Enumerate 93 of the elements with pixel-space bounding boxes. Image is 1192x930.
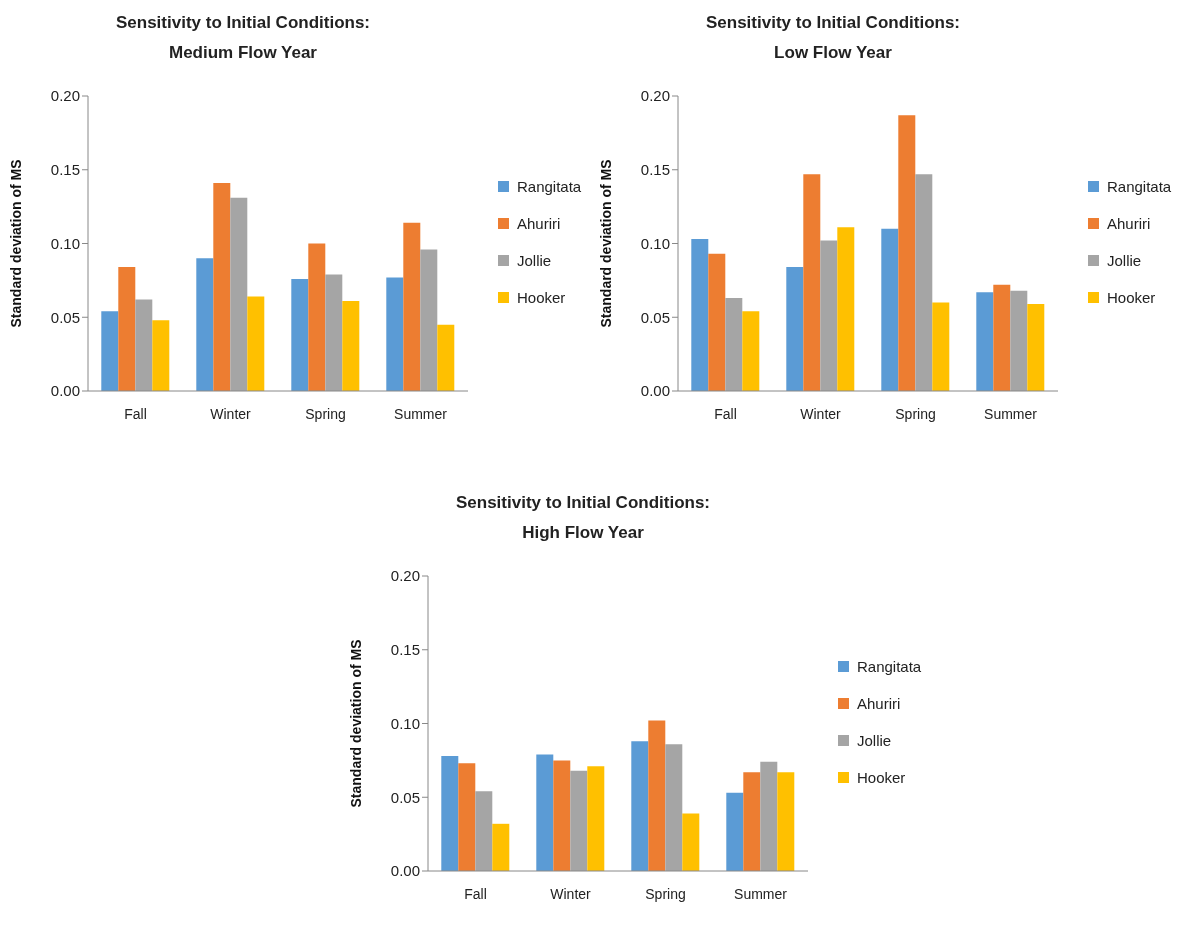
y-tick-label: 0.15	[50, 161, 80, 179]
x-tick-label: Summer	[734, 885, 788, 902]
legend-label: Hooker	[517, 289, 566, 306]
legend-label: Jollie	[857, 732, 892, 749]
bar	[570, 770, 588, 871]
bar	[726, 792, 744, 871]
bar	[101, 311, 119, 391]
y-tick-label: 0.05	[50, 308, 80, 326]
legend-label: Ahuriri	[517, 215, 561, 232]
bar	[837, 227, 855, 391]
chart-title: Sensitivity to Initial Conditions: Low Flow Year	[704, 12, 962, 64]
legend-label: Hooker	[857, 769, 906, 786]
bar	[665, 744, 683, 871]
bar	[475, 791, 493, 871]
bar	[553, 760, 571, 871]
bar	[881, 228, 899, 391]
bar	[386, 277, 404, 391]
bar	[458, 763, 476, 871]
bar	[196, 258, 214, 391]
bar	[247, 296, 265, 391]
bar	[691, 239, 709, 391]
x-tick-label: Fall	[124, 405, 147, 422]
y-tick-label: 0.10	[390, 714, 420, 732]
y-axis-title: Standard deviation of MS	[7, 159, 24, 328]
bar	[993, 284, 1011, 391]
bar	[915, 174, 933, 391]
bar	[898, 115, 916, 391]
bar	[118, 267, 136, 391]
bar	[760, 761, 778, 871]
bar	[342, 301, 360, 391]
bar	[743, 772, 761, 871]
x-tick-label: Summer	[394, 405, 448, 422]
legend-label: Rangitata	[857, 658, 922, 675]
x-tick-label: Fall	[464, 885, 487, 902]
legend-label: Ahuriri	[857, 695, 901, 712]
bar	[708, 253, 726, 391]
y-tick-label: 0.20	[640, 87, 670, 105]
bar	[976, 292, 994, 391]
bar	[325, 274, 343, 391]
bar	[682, 813, 700, 871]
bar	[291, 278, 309, 391]
bar	[441, 755, 459, 871]
y-tick-label: 0.05	[390, 788, 420, 806]
legend-label: Rangitata	[517, 178, 582, 195]
y-axis-title: Standard deviation of MS	[347, 639, 364, 808]
x-tick-label: Summer	[984, 405, 1038, 422]
bar	[135, 299, 153, 391]
bar	[648, 720, 666, 871]
y-tick-label: 0.05	[640, 308, 670, 326]
bar	[777, 772, 795, 871]
x-tick-label: Spring	[305, 405, 346, 422]
x-tick-label: Spring	[645, 885, 686, 902]
x-tick-label: Winter	[210, 405, 252, 422]
y-axis-title: Standard deviation of MS	[597, 159, 614, 328]
legend-label: Jollie	[517, 252, 552, 269]
bar	[403, 222, 421, 391]
bar	[725, 298, 743, 391]
bar	[932, 302, 950, 391]
x-tick-label: Spring	[895, 405, 936, 422]
x-tick-label: Winter	[550, 885, 592, 902]
y-tick-label: 0.00	[640, 382, 670, 400]
bar	[1027, 303, 1045, 391]
bar	[786, 267, 804, 391]
bar	[631, 741, 649, 871]
x-tick-label: Fall	[714, 405, 737, 422]
bar	[587, 766, 605, 871]
bar	[230, 197, 248, 391]
y-tick-label: 0.00	[50, 382, 80, 400]
y-tick-label: 0.20	[390, 567, 420, 585]
bar	[742, 311, 760, 391]
bar	[820, 240, 838, 391]
bar	[437, 324, 455, 391]
y-tick-label: 0.15	[390, 641, 420, 659]
legend-label: Ahuriri	[1107, 215, 1151, 232]
legend-label: Jollie	[1107, 252, 1142, 269]
bar	[308, 243, 326, 391]
legend-label: Rangitata	[1107, 178, 1172, 195]
y-tick-label: 0.15	[640, 161, 670, 179]
y-tick-label: 0.10	[50, 234, 80, 252]
bar	[492, 823, 510, 871]
x-tick-label: Winter	[800, 405, 842, 422]
bar	[1010, 290, 1028, 391]
y-tick-label: 0.10	[640, 234, 670, 252]
bar	[803, 174, 821, 391]
bar	[420, 249, 438, 391]
chart-title: Sensitivity to Initial Conditions: Medium Flow Year	[114, 12, 372, 64]
bar	[213, 183, 231, 391]
legend-label: Hooker	[1107, 289, 1156, 306]
bar	[536, 754, 554, 871]
bar	[152, 320, 170, 391]
chart-title: Sensitivity to Initial Conditions: High Flow Year	[454, 492, 712, 544]
y-tick-label: 0.00	[390, 862, 420, 880]
y-tick-label: 0.20	[50, 87, 80, 105]
